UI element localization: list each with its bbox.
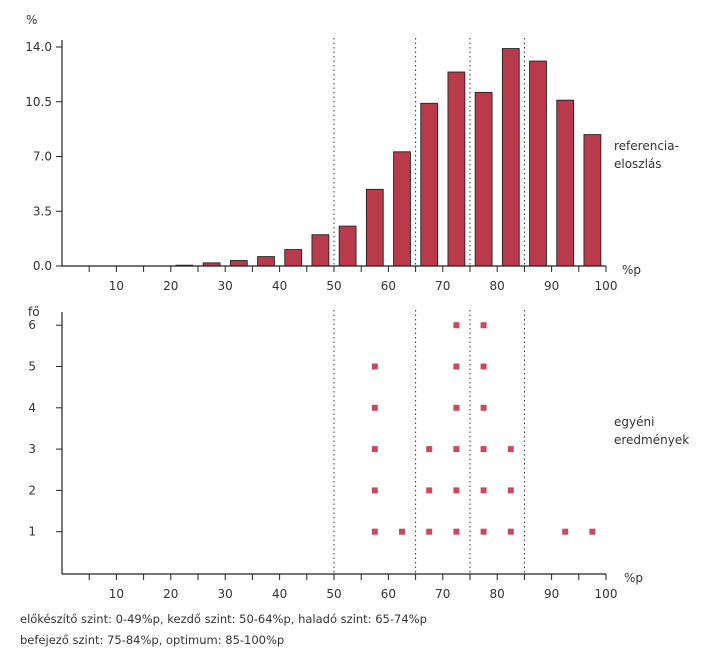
level-guides: [333, 310, 525, 574]
bar: [311, 234, 330, 267]
level-guides: [333, 38, 525, 266]
x-ticks: 10 20 30 40 50 60 70 80 90 100: [88, 574, 618, 601]
reference-distribution-chart: 0.03.57.010.514.0 10 20 30 40 50 60 70 80 90 100 …: [25, 13, 679, 293]
footer-levels-line-2: befejező szint: 75-84%p, optimum: 85-100…: [20, 633, 285, 647]
data-point: [453, 404, 460, 411]
bar: [474, 91, 493, 267]
bar: [556, 99, 575, 267]
x-tick-label: 10: [109, 279, 124, 293]
y-tick-label: 10.5: [25, 95, 52, 109]
data-point: [589, 528, 596, 535]
data-point: [480, 528, 487, 535]
x-tick-label: 100: [595, 279, 618, 293]
bar: [529, 60, 547, 267]
x-tick-label: 10: [109, 587, 124, 601]
bar: [257, 256, 275, 267]
x-ticks: 10 20 30 40 50 60 70 80 90 100: [88, 266, 618, 293]
data-point: [453, 487, 460, 494]
data-point: [453, 363, 460, 370]
y-tick-label: 6: [28, 318, 36, 332]
x-tick-label: 70: [435, 279, 450, 293]
x-unit-label: %p: [624, 571, 643, 585]
data-point: [480, 322, 487, 329]
bar: [420, 102, 439, 267]
x-tick-label: 20: [163, 279, 178, 293]
data-point: [426, 487, 433, 494]
bar: [365, 188, 384, 267]
data-point: [453, 322, 460, 329]
x-tick-label: 70: [435, 587, 450, 601]
side-label-line-1: referencia-: [614, 139, 679, 153]
bar: [447, 71, 466, 267]
data-point: [507, 446, 514, 453]
y-tick-label: 3.5: [33, 204, 52, 218]
x-tick-label: 90: [544, 587, 559, 601]
bar: [501, 48, 520, 267]
y-tick-label: 14.0: [25, 40, 52, 54]
data-point: [426, 446, 433, 453]
data-point: [371, 363, 378, 370]
data-point: [507, 528, 514, 535]
data-point: [480, 404, 487, 411]
bar: [583, 134, 602, 267]
y-unit-label: %: [26, 13, 37, 27]
x-unit-label: %p: [622, 263, 641, 277]
data-point: [426, 528, 433, 535]
y-tick-label: 2: [28, 483, 36, 497]
data-point: [371, 487, 378, 494]
side-label-line-1: egyéni: [614, 415, 654, 429]
x-tick-label: 50: [326, 587, 341, 601]
x-tick-label: 60: [381, 587, 396, 601]
data-point: [507, 487, 514, 494]
footer-levels-line-1: előkészítő szint: 0-49%p, kezdő szint: 5…: [20, 612, 427, 626]
data-point: [480, 487, 487, 494]
data-point: [480, 446, 487, 453]
y-ticks: 1 2 3 4 5 6: [28, 318, 62, 539]
y-tick-label: 0.0: [33, 259, 52, 273]
x-tick-label: 60: [381, 279, 396, 293]
y-tick-label: 4: [28, 401, 36, 415]
bar: [284, 249, 303, 267]
x-tick-label: 40: [272, 587, 287, 601]
bar: [229, 260, 248, 267]
x-tick-label: 30: [218, 279, 233, 293]
x-tick-label: 80: [490, 279, 505, 293]
data-point: [371, 404, 378, 411]
data-point: [453, 446, 460, 453]
y-tick-label: 3: [28, 442, 36, 456]
x-tick-label: 30: [218, 587, 233, 601]
x-tick-label: 40: [272, 279, 287, 293]
points: [371, 322, 596, 535]
y-unit-label: fő: [28, 305, 40, 319]
data-point: [371, 528, 378, 535]
data-point: [399, 528, 405, 535]
individual-results-chart: 1 2 3 4 5 6 10 20 30 40 50 60 70 80 90 100 fő %p egyén…: [28, 305, 689, 601]
data-point: [480, 363, 487, 370]
y-tick-label: 5: [28, 360, 36, 374]
x-tick-label: 80: [490, 587, 505, 601]
data-point: [453, 528, 460, 535]
x-tick-label: 20: [163, 587, 178, 601]
side-label-line-2: eloszlás: [614, 157, 662, 171]
data-point: [562, 528, 569, 535]
y-tick-label: 1: [28, 525, 36, 539]
bar: [393, 151, 411, 267]
x-tick-label: 90: [544, 279, 559, 293]
y-ticks: 0.0 3.5 7.0 10.5 14.0: [25, 40, 62, 273]
x-tick-label: 50: [326, 279, 341, 293]
y-tick-label: 7.0: [33, 150, 52, 164]
bars: [175, 48, 602, 267]
data-point: [371, 446, 378, 453]
x-tick-label: 100: [595, 587, 618, 601]
bar: [338, 225, 357, 267]
side-label-line-2: eredmények: [614, 433, 689, 447]
